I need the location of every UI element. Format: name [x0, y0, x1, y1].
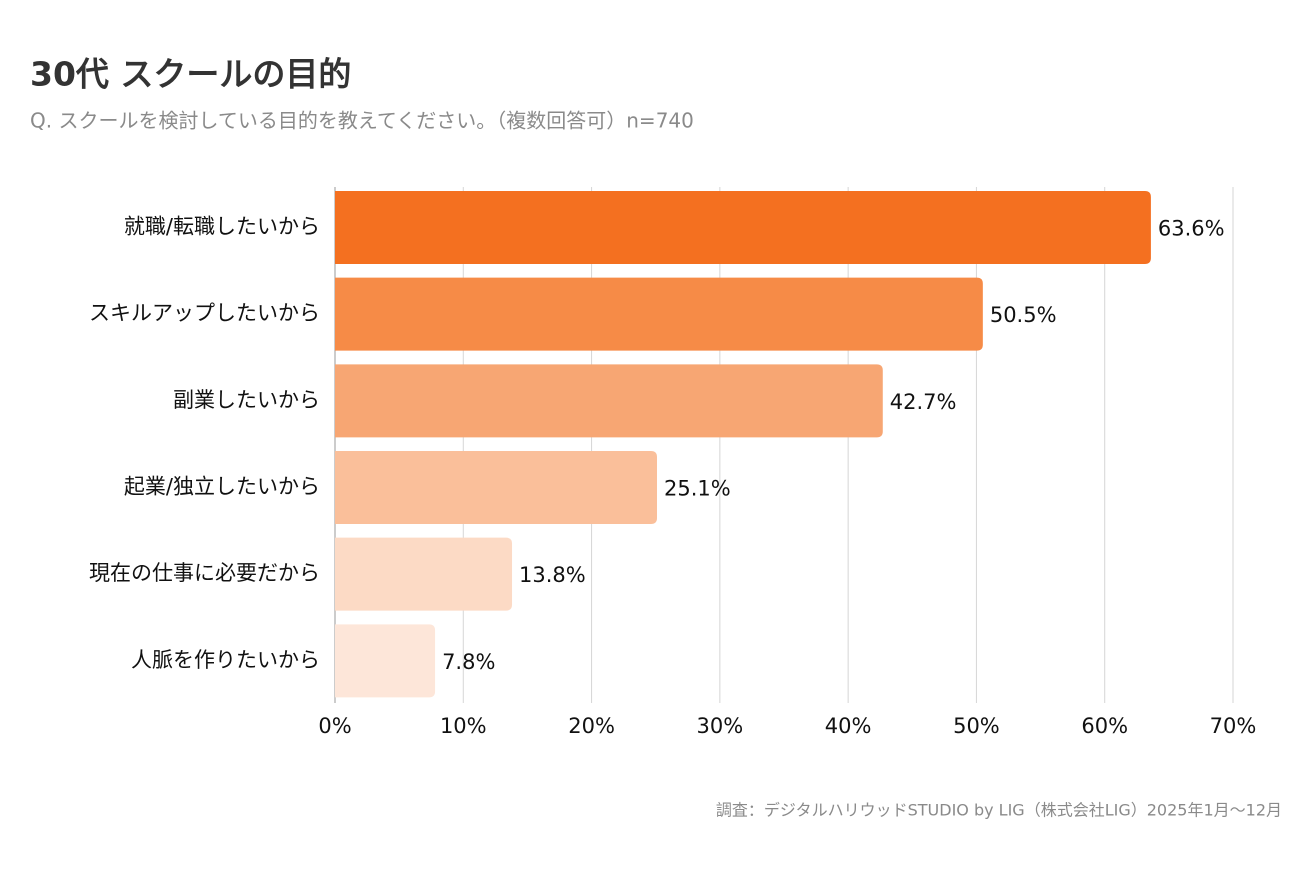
value-label: 50.5%	[990, 303, 1057, 327]
value-label: 42.7%	[890, 390, 957, 414]
x-tick-label: 20%	[568, 714, 615, 738]
x-tick-label: 40%	[825, 714, 872, 738]
bar	[335, 364, 883, 438]
value-label: 13.8%	[519, 563, 586, 587]
y-tick-label: 就職/転職したいから	[124, 215, 320, 239]
value-label: 25.1%	[664, 477, 731, 501]
source-note: 調査：デジタルハリウッドSTUDIO by LIG（株式会社LIG）2025年1…	[716, 801, 1282, 820]
x-tick-label: 0%	[318, 714, 351, 738]
y-tick-label: 副業したいから	[173, 388, 320, 412]
x-tick-label: 10%	[440, 714, 487, 738]
bar	[335, 277, 983, 351]
x-tick-label: 70%	[1210, 714, 1257, 738]
chart-subtitle: Q. スクールを検討している目的を教えてください。（複数回答可）n=740	[30, 109, 694, 133]
value-label: 7.8%	[442, 650, 495, 674]
value-label: 63.6%	[1158, 217, 1225, 241]
bar	[335, 451, 657, 524]
y-tick-label: 起業/独立したいから	[124, 475, 320, 499]
bar	[335, 624, 436, 698]
chart-title: 30代 スクールの目的	[30, 55, 351, 94]
bar	[335, 537, 513, 611]
x-tick-label: 60%	[1081, 714, 1128, 738]
y-tick-label: 人脈を作りたいから	[131, 648, 320, 672]
y-tick-label: 現在の仕事に必要だから	[89, 561, 320, 585]
bar	[335, 191, 1151, 264]
y-tick-label: スキルアップしたいから	[89, 301, 320, 325]
x-tick-label: 50%	[953, 714, 1000, 738]
x-tick-label: 30%	[697, 714, 744, 738]
